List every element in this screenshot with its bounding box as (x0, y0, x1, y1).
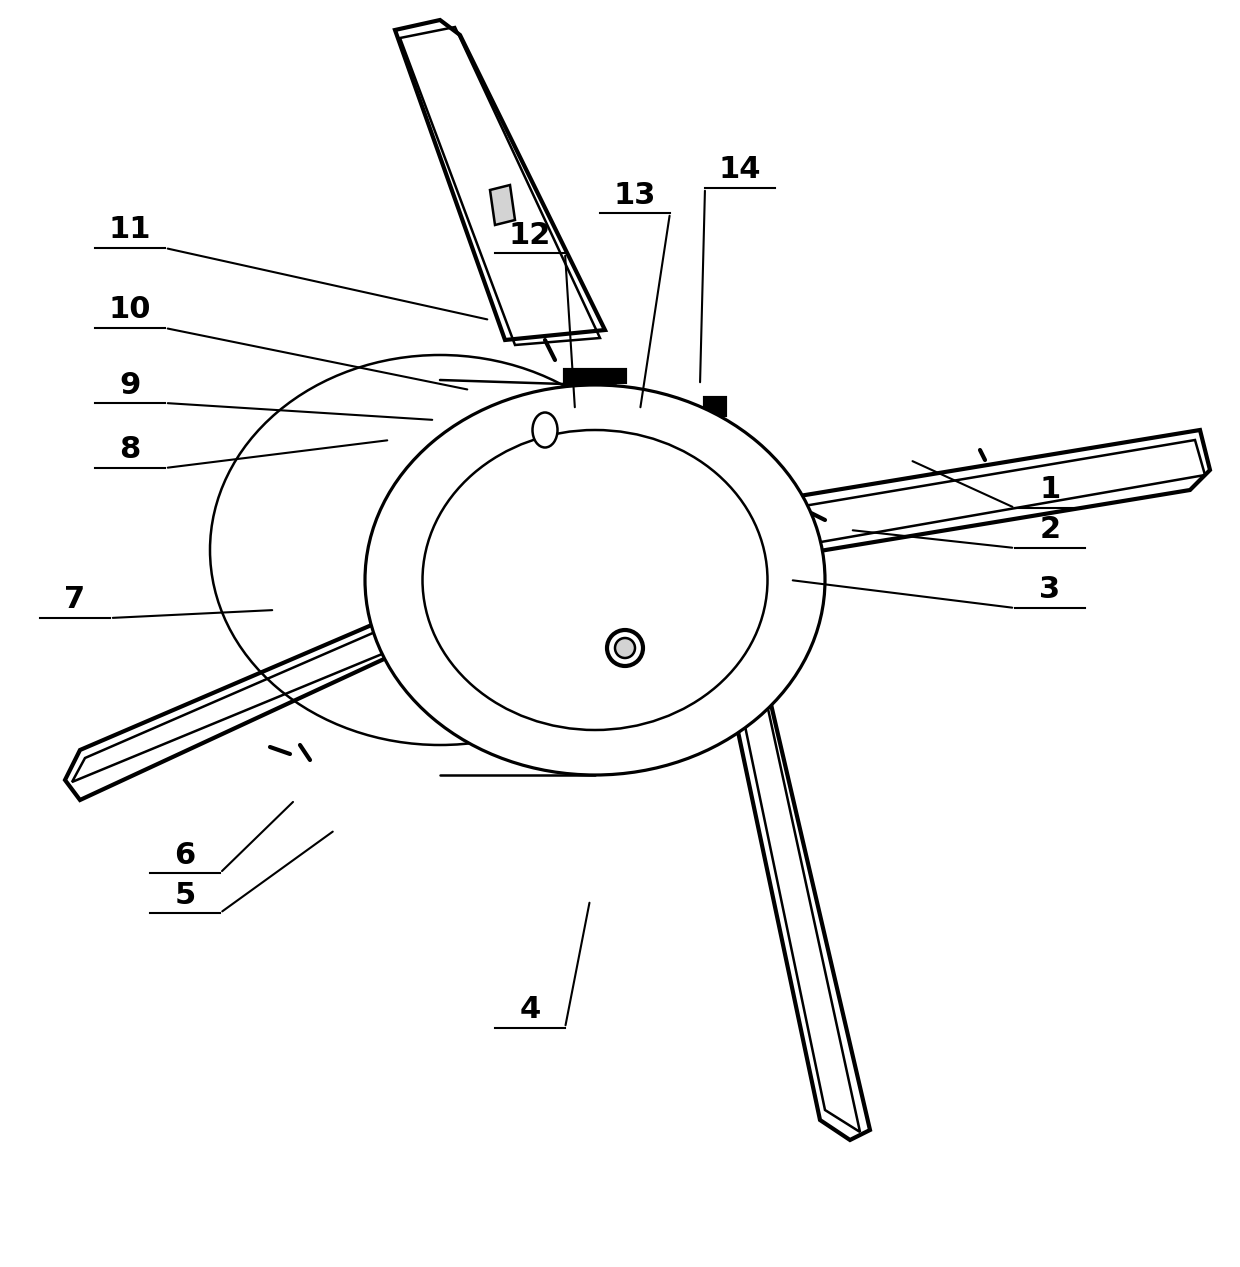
Ellipse shape (423, 430, 768, 730)
Text: 14: 14 (719, 156, 761, 185)
Text: 12: 12 (508, 220, 552, 250)
Text: 6: 6 (175, 840, 196, 869)
Polygon shape (430, 557, 455, 575)
Text: 1: 1 (1039, 475, 1060, 504)
Text: 10: 10 (109, 295, 151, 324)
Circle shape (608, 630, 644, 666)
Ellipse shape (532, 413, 558, 447)
Polygon shape (765, 430, 1210, 560)
Polygon shape (490, 185, 515, 226)
Circle shape (615, 639, 635, 658)
Polygon shape (565, 370, 625, 381)
Text: 13: 13 (614, 180, 656, 209)
Text: 2: 2 (1039, 516, 1060, 545)
Polygon shape (396, 20, 605, 340)
Polygon shape (565, 385, 615, 397)
Text: 9: 9 (119, 370, 140, 399)
Text: 3: 3 (1039, 575, 1060, 604)
Polygon shape (590, 620, 650, 665)
Polygon shape (725, 670, 870, 1140)
Text: 7: 7 (64, 585, 86, 614)
Text: 5: 5 (175, 881, 196, 910)
Polygon shape (706, 398, 725, 416)
Text: 8: 8 (119, 436, 140, 465)
Text: 11: 11 (109, 215, 151, 245)
Text: 4: 4 (520, 996, 541, 1025)
Ellipse shape (365, 385, 825, 775)
Polygon shape (64, 601, 430, 799)
